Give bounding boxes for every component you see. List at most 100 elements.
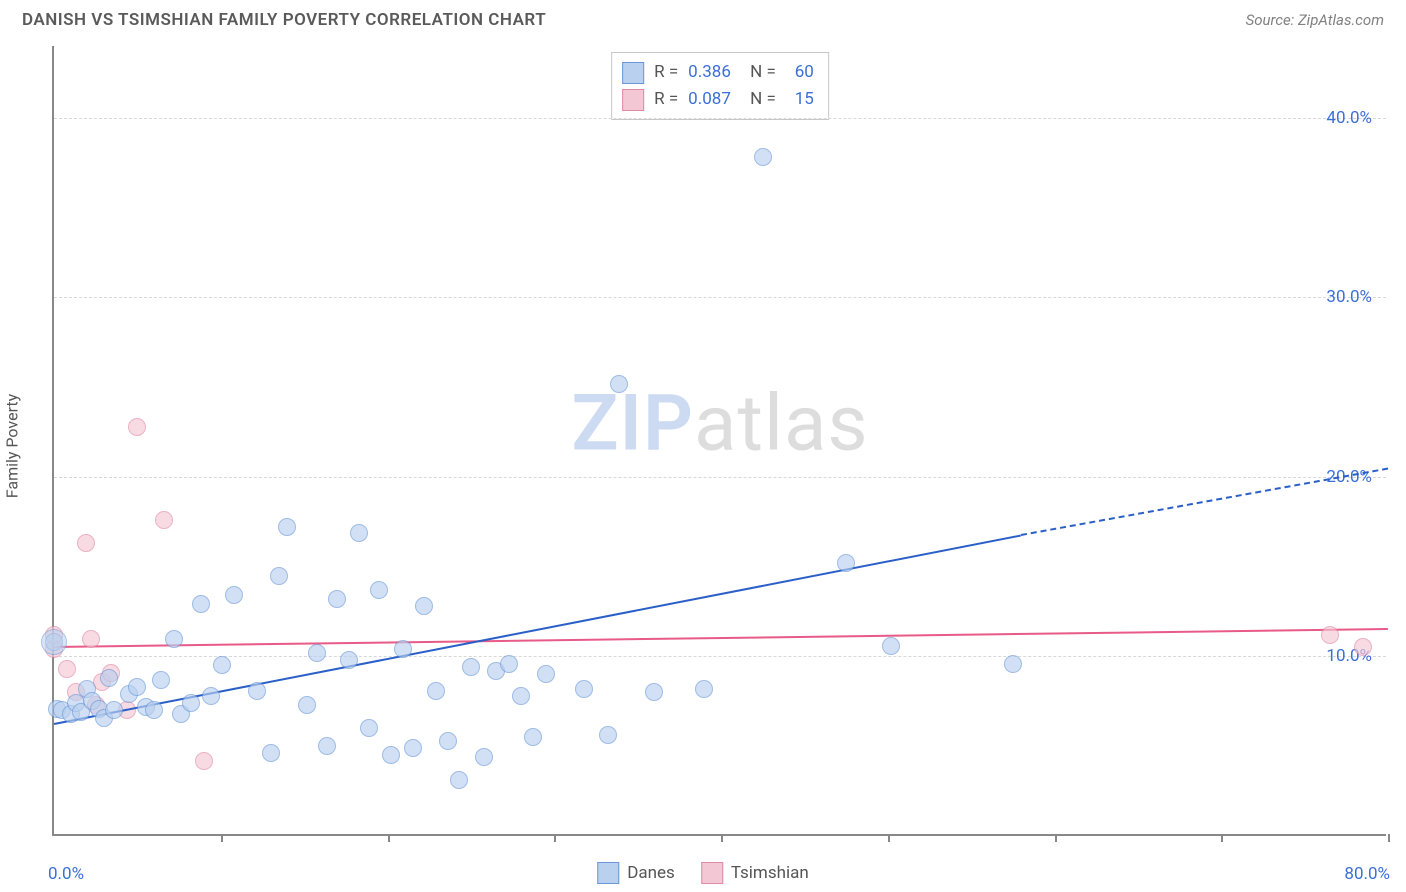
- data-point-danes: [394, 640, 412, 658]
- y-tick-label: 40.0%: [1326, 108, 1372, 128]
- n-value: 60: [786, 59, 814, 86]
- data-point-danes: [462, 658, 480, 676]
- gridline-h: [54, 477, 1386, 478]
- data-point-danes: [152, 671, 170, 689]
- data-point-danes: [575, 680, 593, 698]
- legend-item: Danes: [597, 862, 675, 884]
- plot-area: ZIPatlas R =0.386N =60R =0.087N =15 10.0…: [52, 46, 1386, 836]
- data-point-danes: [278, 518, 296, 536]
- watermark-part1: ZIP: [571, 379, 694, 470]
- data-point-danes: [415, 597, 433, 615]
- data-point-danes: [754, 148, 772, 166]
- data-point-danes: [475, 748, 493, 766]
- data-point-tsimshian: [155, 511, 173, 529]
- n-label: N =: [750, 59, 776, 86]
- watermark-part2: atlas: [694, 379, 869, 470]
- data-point-danes: [695, 680, 713, 698]
- data-point-danes: [610, 375, 628, 393]
- data-point-danes: [100, 669, 118, 687]
- gridline-h: [54, 656, 1386, 657]
- stats-legend-box: R = 0.386 N = 60 R = 0.087 N = 15: [611, 52, 829, 120]
- gridline-h: [54, 118, 1386, 119]
- data-point-danes: [645, 683, 663, 701]
- data-point-danes: [318, 737, 336, 755]
- x-tick: [888, 834, 890, 842]
- r-value: 0.386: [688, 59, 740, 86]
- data-point-danes: [128, 678, 146, 696]
- data-point-danes: [837, 554, 855, 572]
- data-point-danes: [404, 739, 422, 757]
- legend-swatch: [622, 89, 644, 111]
- data-point-danes: [262, 744, 280, 762]
- data-point-danes: [427, 682, 445, 700]
- data-point-danes: [350, 524, 368, 542]
- trend-line: [54, 534, 1022, 724]
- data-point-danes: [192, 595, 210, 613]
- data-point-danes: [370, 581, 388, 599]
- x-tick: [721, 834, 723, 842]
- legend-label: Tsimshian: [731, 863, 809, 883]
- data-point-danes: [512, 687, 530, 705]
- data-point-tsimshian: [195, 752, 213, 770]
- data-point-danes: [225, 586, 243, 604]
- r-label: R =: [654, 59, 678, 86]
- x-tick: [1055, 834, 1057, 842]
- x-axis-min-label: 0.0%: [48, 864, 84, 884]
- x-axis-max-label: 80.0%: [1344, 864, 1390, 884]
- legend-item: Tsimshian: [701, 862, 809, 884]
- data-point-danes: [105, 701, 123, 719]
- data-point-danes: [450, 771, 468, 789]
- data-point-danes: [248, 682, 266, 700]
- trend-line-dashed: [1021, 468, 1388, 536]
- data-point-danes-large: [41, 629, 67, 655]
- data-point-danes: [213, 656, 231, 674]
- x-tick: [221, 834, 223, 842]
- stats-row: R = 0.386 N = 60: [622, 59, 814, 86]
- trend-line: [54, 628, 1388, 648]
- data-point-danes: [340, 651, 358, 669]
- x-tick: [554, 834, 556, 842]
- data-point-danes: [500, 655, 518, 673]
- x-tick: [1221, 834, 1223, 842]
- data-point-danes: [537, 665, 555, 683]
- legend-swatch: [597, 862, 619, 884]
- legend-swatch: [622, 62, 644, 84]
- data-point-tsimshian: [1354, 638, 1372, 656]
- r-value: 0.087: [688, 86, 740, 113]
- data-point-tsimshian: [82, 630, 100, 648]
- data-point-tsimshian: [58, 660, 76, 678]
- watermark: ZIPatlas: [571, 379, 868, 470]
- legend-label: Danes: [627, 863, 675, 883]
- data-point-danes: [182, 694, 200, 712]
- title-bar: DANISH VS TSIMSHIAN FAMILY POVERTY CORRE…: [0, 0, 1406, 38]
- data-point-tsimshian: [77, 534, 95, 552]
- x-tick: [388, 834, 390, 842]
- x-tick: [1388, 834, 1390, 842]
- data-point-danes: [202, 687, 220, 705]
- data-point-danes: [439, 732, 457, 750]
- r-label: R =: [654, 86, 678, 113]
- n-label: N =: [750, 86, 776, 113]
- chart-title: DANISH VS TSIMSHIAN FAMILY POVERTY CORRE…: [22, 10, 546, 30]
- stats-row: R = 0.087 N = 15: [622, 86, 814, 113]
- data-point-danes: [145, 701, 163, 719]
- n-value: 15: [786, 86, 814, 113]
- data-point-danes: [882, 637, 900, 655]
- data-point-danes: [328, 590, 346, 608]
- data-point-danes: [360, 719, 378, 737]
- y-tick-label: 30.0%: [1326, 287, 1372, 307]
- data-point-tsimshian: [1321, 626, 1339, 644]
- data-point-danes: [165, 630, 183, 648]
- data-point-danes: [1004, 655, 1022, 673]
- bottom-legend: Danes Tsimshian: [597, 862, 809, 884]
- data-point-danes: [298, 696, 316, 714]
- data-point-danes: [599, 726, 617, 744]
- legend-swatch: [701, 862, 723, 884]
- data-point-danes: [524, 728, 542, 746]
- source-label: Source: ZipAtlas.com: [1246, 11, 1384, 29]
- data-point-danes: [308, 644, 326, 662]
- data-point-tsimshian: [128, 418, 146, 436]
- y-axis-label: Family Poverty: [3, 394, 22, 498]
- data-point-danes: [382, 746, 400, 764]
- data-point-danes: [270, 567, 288, 585]
